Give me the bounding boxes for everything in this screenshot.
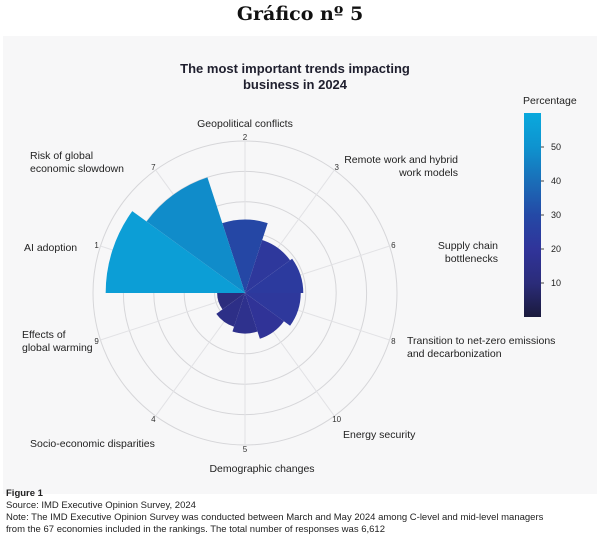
category-label: work models: [398, 167, 458, 179]
bar: [217, 293, 245, 310]
colorbar-title: Percentage: [523, 95, 577, 107]
rank-label: 7: [151, 163, 156, 172]
rank-label: 5: [243, 445, 248, 454]
chart-title-line-2: business in 2024: [242, 77, 348, 92]
category-label: Transition to net-zero emissions: [407, 335, 555, 347]
category-label: Geopolitical conflicts: [197, 118, 293, 130]
rank-label: 6: [391, 241, 396, 250]
chart-panel: [3, 36, 597, 494]
bar: [216, 293, 245, 327]
category-label: Demographic changes: [209, 463, 314, 475]
bar: [245, 293, 301, 326]
category-label: Energy security: [343, 429, 416, 441]
category-label: bottlenecks: [445, 253, 498, 265]
colorbar: Percentage 10 20 30 40 50: [523, 95, 577, 317]
category-label: AI adoption: [24, 242, 77, 254]
colorbar-tick-label: 40: [551, 176, 561, 186]
category-label: Risk of global: [30, 150, 93, 162]
category-label: Remote work and hybrid: [344, 154, 458, 166]
colorbar-tick-label: 10: [551, 278, 561, 288]
figure-label: Figure 1: [6, 488, 43, 499]
rank-label: 3: [334, 163, 339, 172]
chart-title: The most important trends impacting busi…: [150, 61, 440, 93]
page-heading: Gráfico nº 5: [236, 3, 364, 25]
category-label: economic slowdown: [30, 163, 124, 175]
category-label: global warming: [22, 342, 93, 354]
colorbar-gradient: [524, 113, 541, 317]
colorbar-tick-label: 20: [551, 244, 561, 254]
bar: [245, 258, 304, 293]
chart-title-line-1: The most important trends impacting: [180, 61, 410, 76]
colorbar-tick-label: 30: [551, 210, 561, 220]
note-line-2: from the 67 economies included in the ra…: [6, 524, 385, 535]
rank-label: 10: [332, 415, 341, 424]
rank-label: 8: [391, 337, 396, 346]
bar: [222, 219, 268, 293]
rank-label: 4: [151, 415, 156, 424]
note-line-1: Note: The IMD Executive Opinion Survey w…: [6, 512, 544, 523]
source-text: Source: IMD Executive Opinion Survey, 20…: [6, 500, 196, 511]
bar: [245, 239, 291, 293]
category-label: Socio-economic disparities: [30, 438, 155, 450]
bar: [105, 211, 246, 293]
colorbar-tick-label: 50: [551, 142, 561, 152]
category-label: and decarbonization: [407, 348, 502, 360]
category-labels: 2 Geopolitical conflicts 3 Remote work and …: [22, 118, 555, 475]
rank-label: 1: [94, 241, 99, 250]
bars: [105, 177, 304, 339]
bar: [232, 293, 258, 334]
bar: [245, 293, 284, 339]
rank-label: 2: [243, 133, 248, 142]
footer: Figure 1 Source: IMD Executive Opinion S…: [6, 488, 596, 536]
rank-label: 9: [94, 337, 99, 346]
category-label: Supply chain: [438, 240, 498, 252]
bar: [146, 177, 245, 293]
category-label: Effects of: [22, 329, 66, 341]
